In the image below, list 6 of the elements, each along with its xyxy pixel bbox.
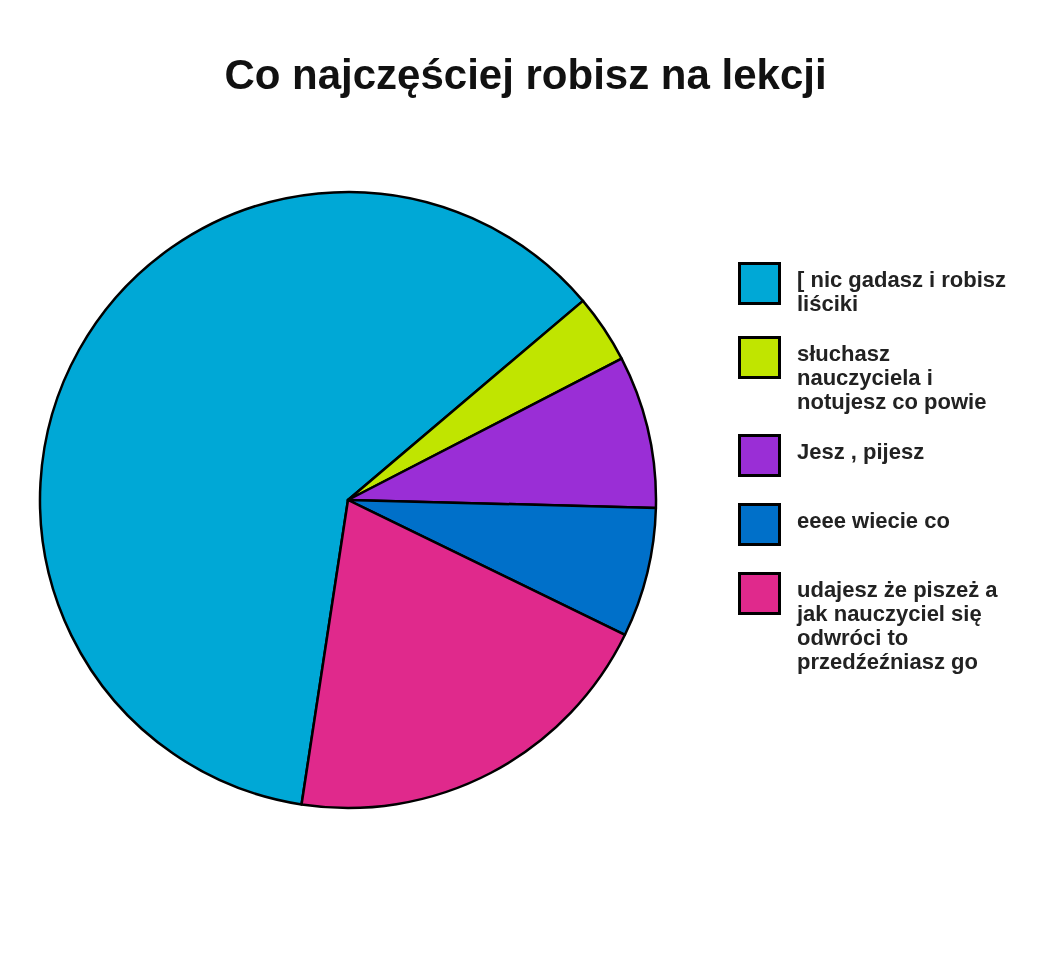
legend-label: Jesz , pijesz [797,438,925,464]
legend-label: słuchasz nauczyciela i notujesz co powie [797,340,987,414]
legend-label: [ nic gadasz i robisz liściki [797,266,1007,316]
legend-label: eeee wiecie co [797,507,950,533]
legend-label: udajesz że piszeż a jak nauczyciel się odwróci to przedźeźniasz go [796,576,999,674]
chart-title: Co najczęściej robisz na lekcji [224,51,827,98]
